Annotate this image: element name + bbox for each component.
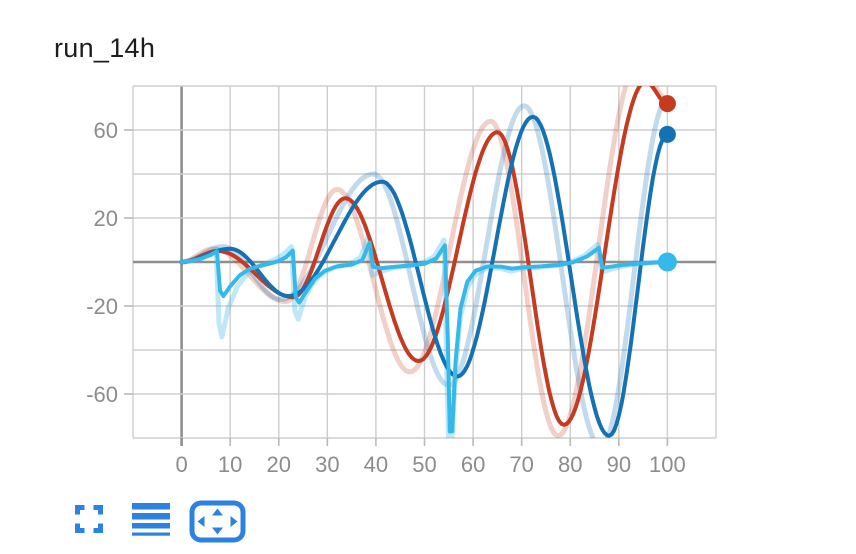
- y-tick-label: 20: [94, 206, 118, 231]
- end-value-dot-cyan-smoothed[interactable]: [657, 252, 677, 272]
- x-tick-label: 50: [412, 452, 436, 477]
- x-tick-label: 90: [607, 452, 631, 477]
- axis-layer: 0 10 20 30 40 50 60 70 80 90 100 60 20 -20 -60: [86, 118, 686, 477]
- fit-domain-icon: [189, 500, 246, 543]
- series-blue-smoothed: [179, 114, 670, 438]
- fit-to-domain-button[interactable]: [189, 500, 246, 543]
- y-tick-label: -20: [86, 294, 118, 319]
- x-tick-label: 30: [315, 452, 339, 477]
- end-value-dot-blue-smoothed[interactable]: [658, 125, 676, 143]
- series-blue-raw: [179, 96, 670, 438]
- fullscreen-icon: [75, 505, 103, 533]
- series-layer: [179, 86, 670, 438]
- series-cyan-smoothed: [179, 240, 670, 434]
- x-tick-label: 70: [509, 452, 533, 477]
- end-value-dot-red-smoothed[interactable]: [658, 95, 676, 113]
- x-tick-label: 20: [267, 452, 291, 477]
- x-tick-label: 0: [175, 452, 187, 477]
- y-tick-label: -60: [86, 382, 118, 407]
- series-red-smoothed: [179, 86, 670, 427]
- x-tick-label: 80: [558, 452, 582, 477]
- data-table-toggle-button[interactable]: [131, 502, 171, 538]
- chart-title: run_14h: [54, 33, 156, 63]
- x-tick-label: 10: [218, 452, 242, 477]
- x-tick-label: 60: [461, 452, 485, 477]
- y-tick-label: 60: [94, 118, 118, 143]
- x-tick-label: 40: [364, 452, 388, 477]
- series-red-raw: [179, 86, 670, 438]
- fullscreen-button[interactable]: [74, 504, 104, 534]
- x-tick-label: 100: [649, 452, 686, 477]
- table-lines-icon: [132, 503, 170, 536]
